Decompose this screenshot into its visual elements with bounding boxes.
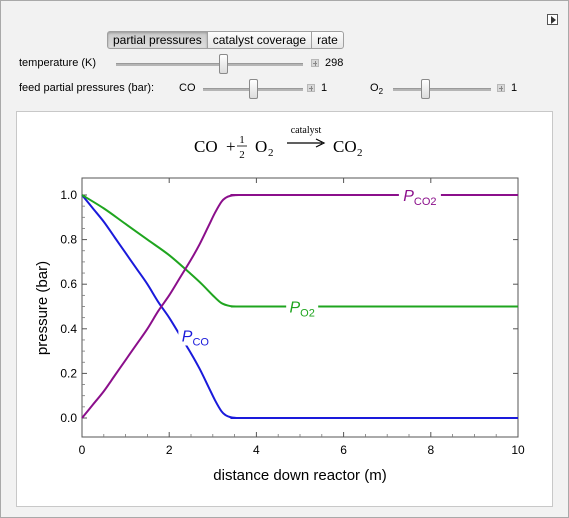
reaction-coef-denominator: 2 xyxy=(239,149,245,161)
temperature-slider[interactable] xyxy=(116,54,303,74)
feed-pressures-label: feed partial pressures (bar): xyxy=(19,82,155,94)
reaction-arrow-head xyxy=(315,138,326,148)
reaction-plus: + xyxy=(226,137,236,156)
o2-value: 1 xyxy=(511,82,518,94)
reaction-reactant-o-sub: 2 xyxy=(268,147,274,159)
p-co-label: PCO xyxy=(182,328,210,348)
co-label: CO xyxy=(179,82,196,94)
o2-slider[interactable] xyxy=(393,79,491,99)
o2-expand-icon[interactable] xyxy=(497,84,505,92)
x-tick-label: 0 xyxy=(79,443,86,457)
p-co2-label: PCO2 xyxy=(403,188,436,208)
p-co2-label-bg xyxy=(398,185,441,205)
x-tick-label: 10 xyxy=(511,443,525,457)
y-axis-title: pressure (bar) xyxy=(34,261,51,355)
reaction-product-sub: 2 xyxy=(357,147,363,159)
tab-partial-pressures[interactable]: partial pressures xyxy=(107,31,208,49)
p-o2-label: PO2 xyxy=(290,300,315,320)
p-o2-line xyxy=(81,194,518,308)
y-tick-label: 0.0 xyxy=(60,411,77,425)
temperature-slider-track xyxy=(116,63,303,66)
o2-slider-track xyxy=(393,88,491,91)
co-slider[interactable] xyxy=(203,79,303,99)
reaction-coef-numerator: 1 xyxy=(239,134,245,146)
series-lines xyxy=(81,193,518,420)
plot-panel: CO + 1 2 O 2 catalyst CO 2 0 2 4 6 8 10 0.0 0.2… xyxy=(16,111,553,507)
tab-catalyst-coverage[interactable]: catalyst coverage xyxy=(206,31,313,49)
x-tick-label: 6 xyxy=(340,443,347,457)
co-expand-icon[interactable] xyxy=(307,84,315,92)
series-labels: PCO PO2 PCO2 xyxy=(178,185,441,348)
temperature-label: temperature (K) xyxy=(19,57,97,69)
temperature-value: 298 xyxy=(325,57,344,69)
view-tabs: partial pressures catalyst coverage rate xyxy=(107,31,344,49)
reaction-equation: CO + 1 2 O 2 catalyst CO 2 xyxy=(194,125,363,161)
p-co2-line xyxy=(81,193,518,419)
p-co-label-bg xyxy=(178,325,213,346)
y-tick-label: 0.6 xyxy=(60,277,77,291)
x-tick-label: 4 xyxy=(253,443,260,457)
o2-slider-thumb[interactable] xyxy=(421,79,431,99)
reaction-arrow-label: catalyst xyxy=(291,125,322,136)
co-value: 1 xyxy=(321,82,328,94)
o2-label: O2 xyxy=(370,82,383,96)
x-axis-title: distance down reactor (m) xyxy=(213,467,386,484)
temperature-slider-thumb[interactable] xyxy=(218,54,228,74)
reaction-reactant-co: CO xyxy=(194,137,218,156)
play-icon[interactable] xyxy=(547,14,558,25)
co-slider-thumb[interactable] xyxy=(249,79,258,99)
reaction-product-co: CO xyxy=(333,137,357,156)
temperature-expand-icon[interactable] xyxy=(311,59,319,67)
p-co-line xyxy=(81,194,518,420)
y-tick-label: 0.8 xyxy=(60,233,77,247)
y-tick-label: 0.2 xyxy=(60,366,77,380)
o2-label-main: O xyxy=(370,82,379,94)
pressure-chart: CO + 1 2 O 2 catalyst CO 2 0 2 4 6 8 10 0.0 0.2… xyxy=(34,125,525,484)
y-tick-label: 1.0 xyxy=(60,188,77,202)
x-tick-label: 8 xyxy=(427,443,434,457)
reaction-reactant-o: O xyxy=(255,137,267,156)
axis-ticks: 0 2 4 6 8 10 0.0 0.2 0.4 0.6 0.8 1.0 xyxy=(60,178,525,457)
y-tick-label: 0.4 xyxy=(60,322,77,336)
x-tick-label: 2 xyxy=(166,443,173,457)
tab-rate[interactable]: rate xyxy=(311,31,344,49)
p-o2-label-bg xyxy=(286,296,319,317)
o2-label-sub: 2 xyxy=(378,87,384,97)
